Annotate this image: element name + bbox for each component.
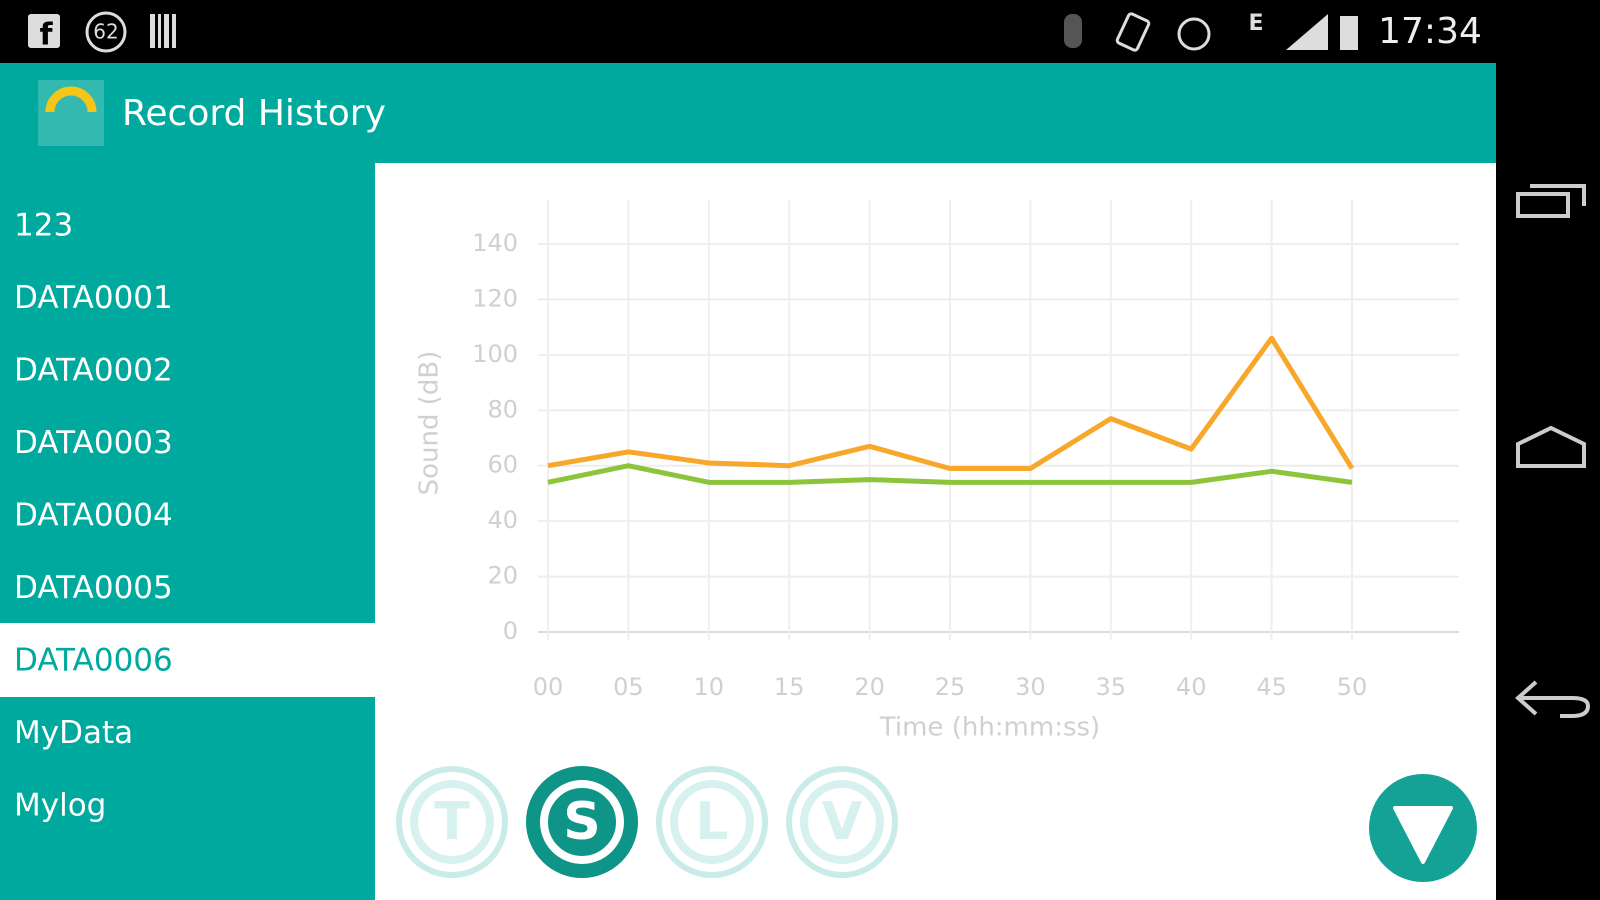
- network-type: E: [1248, 11, 1263, 36]
- bluetooth-icon: [1064, 14, 1082, 48]
- mode-button-label: V: [822, 792, 862, 852]
- x-tick-label: 40: [1176, 673, 1207, 701]
- sidebar-item[interactable]: DATA0002: [14, 353, 173, 389]
- x-tick-label: 35: [1096, 673, 1127, 701]
- x-axis-label: Time (hh:mm:ss): [879, 713, 1100, 743]
- x-tick-label: 10: [694, 673, 725, 701]
- sidebar-item[interactable]: DATA0003: [14, 425, 173, 461]
- y-tick-label: 100: [472, 340, 518, 368]
- sidebar-item[interactable]: Mylog: [14, 788, 106, 824]
- y-tick-label: 60: [487, 451, 518, 479]
- mode-button-ring: [670, 780, 754, 864]
- sidebar-item[interactable]: MyData: [14, 715, 133, 751]
- y-tick-label: 20: [487, 562, 518, 590]
- y-tick-label: 40: [487, 506, 518, 534]
- battery-icon: [1340, 16, 1358, 50]
- y-tick-label: 120: [472, 284, 518, 312]
- x-tick-label: 00: [533, 673, 564, 701]
- x-tick-label: 15: [774, 673, 805, 701]
- nav-icons: [1514, 184, 1591, 718]
- signal-icon: [1286, 14, 1328, 50]
- y-tick-label: 0: [503, 617, 518, 645]
- app-title: Record History: [122, 93, 386, 134]
- app-bar: [0, 63, 1496, 163]
- badge-ring: [85, 11, 127, 53]
- y-tick-label: 80: [487, 395, 518, 423]
- sidebar: [0, 163, 375, 900]
- facebook-icon: [28, 14, 60, 48]
- x-tick-label: 30: [1015, 673, 1046, 701]
- mode-button-label: T: [434, 792, 470, 852]
- y-tick-label: 140: [472, 229, 518, 257]
- x-tick-label: 20: [854, 673, 885, 701]
- mode-button-label: L: [695, 792, 728, 852]
- sidebar-item[interactable]: DATA0001: [14, 280, 173, 316]
- fab-icon: [1393, 806, 1453, 864]
- sidebar-item[interactable]: DATA0006: [14, 643, 173, 679]
- x-tick-label: 45: [1256, 673, 1287, 701]
- sidebar-item[interactable]: 123: [14, 208, 73, 244]
- mode-button-label: S: [563, 792, 600, 852]
- selected-item-bg: [0, 623, 375, 697]
- alarm-icon: [1177, 17, 1211, 51]
- x-tick-label: 50: [1337, 673, 1368, 701]
- clock: 17:34: [1378, 11, 1482, 52]
- badge: 62: [93, 20, 118, 44]
- app-icon-glyph: [45, 86, 97, 113]
- x-tick-label: 05: [613, 673, 644, 701]
- x-tick-label: 25: [935, 673, 966, 701]
- data-line: [547, 463, 1353, 485]
- mode-button-ring: [410, 780, 494, 864]
- sidebar-item[interactable]: DATA0004: [14, 498, 173, 534]
- mode-button-ring: [800, 780, 884, 864]
- barcode-icon: [150, 14, 176, 48]
- sidebar-item[interactable]: DATA0005: [14, 570, 173, 606]
- facebook-glyph: f: [39, 18, 53, 53]
- y-axis-label: Sound (dB): [415, 351, 445, 496]
- rotate-icon: [1115, 12, 1151, 52]
- status-bar: [0, 0, 1600, 63]
- mode-button-ring: [540, 780, 624, 864]
- data-line: [547, 335, 1355, 471]
